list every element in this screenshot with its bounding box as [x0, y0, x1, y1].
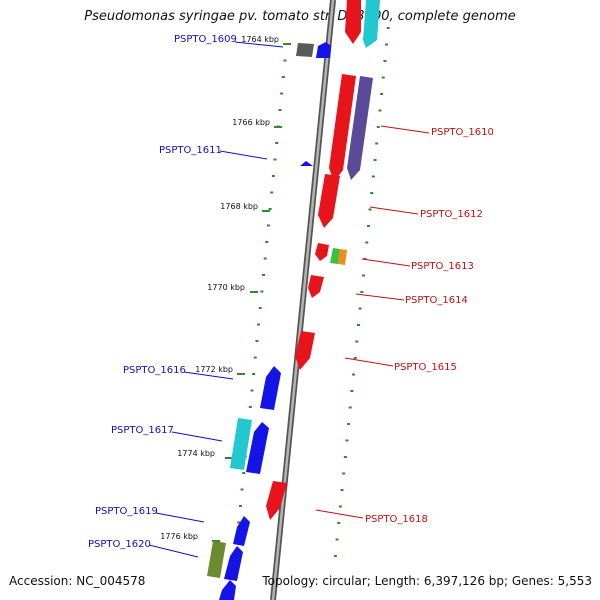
scale-tick-1776: 1776 kbp: [160, 532, 220, 542]
gene-features: [207, 0, 380, 600]
gene-top-cyan[interactable]: [363, 0, 380, 48]
label-leader: [344, 357, 394, 367]
label-leader: [380, 125, 430, 134]
gene-bottom-blue[interactable]: [219, 580, 236, 600]
scale-tick-1770: 1770 kbp: [207, 283, 258, 293]
scale-tick-label: 1764 kbp: [241, 35, 279, 44]
gene-top-red[interactable]: [345, 0, 361, 44]
label-leader: [148, 544, 199, 558]
gene-pspto-1619[interactable]: [233, 516, 250, 546]
gene-pspto-1613-green[interactable]: [330, 248, 340, 264]
gene-label-pspto-1620[interactable]: PSPTO_1620: [88, 539, 151, 550]
gene-pspto-1615[interactable]: [295, 331, 315, 370]
left-gene-labels: PSPTO_1609 PSPTO_1611 PSPTO_1616 PSPTO_1…: [88, 34, 284, 558]
label-leader: [234, 41, 284, 48]
gene-blue-1[interactable]: [316, 42, 331, 58]
gene-label-pspto-1614[interactable]: PSPTO_1614: [405, 295, 468, 306]
scale-tick-label: 1774 kbp: [177, 449, 215, 458]
gene-label-pspto-1611[interactable]: PSPTO_1611: [159, 145, 222, 156]
gene-pspto-1617-blue[interactable]: [246, 422, 269, 474]
gene-pspto-1610b[interactable]: [347, 76, 373, 180]
label-leader: [171, 431, 223, 442]
gene-label-pspto-1613[interactable]: PSPTO_1613: [411, 261, 474, 272]
gene-label-pspto-1612[interactable]: PSPTO_1612: [420, 209, 483, 220]
right-gene-labels: PSPTO_1610 PSPTO_1612 PSPTO_1613 PSPTO_1…: [315, 125, 494, 525]
gene-label-pspto-1609[interactable]: PSPTO_1609: [174, 34, 237, 45]
scale-tick-label: 1772 kbp: [195, 365, 233, 374]
scale-tick-1764: 1764 kbp: [241, 35, 291, 45]
label-leader: [355, 293, 405, 301]
gene-label-pspto-1616[interactable]: PSPTO_1616: [123, 365, 186, 376]
gene-label-pspto-1619[interactable]: PSPTO_1619: [95, 506, 158, 517]
gene-pspto-1613-red[interactable]: [315, 243, 329, 261]
scale-tick-1766: 1766 kbp: [232, 118, 282, 128]
label-leader: [155, 512, 205, 523]
genome-backbone-highlight: [271, 0, 335, 600]
gene-label-pspto-1618[interactable]: PSPTO_1618: [365, 514, 428, 525]
scale-tick-label: 1766 kbp: [232, 118, 270, 127]
scale-tick-1772: 1772 kbp: [195, 365, 245, 375]
gene-pspto-1610a[interactable]: [329, 74, 356, 182]
gene-label-pspto-1610[interactable]: PSPTO_1610: [431, 127, 494, 138]
gene-pspto-1611[interactable]: [300, 161, 313, 166]
accession-text: Accession: NC_004578: [9, 574, 146, 588]
gene-pspto-1612[interactable]: [318, 174, 340, 228]
label-leader: [219, 150, 268, 160]
scale-tick-label: 1776 kbp: [160, 532, 198, 541]
gene-label-pspto-1617[interactable]: PSPTO_1617: [111, 425, 174, 436]
gene-pspto-1617-cyan[interactable]: [230, 418, 252, 470]
gene-label-pspto-1615[interactable]: PSPTO_1615: [394, 362, 457, 373]
gene-pspto-1620-blue[interactable]: [224, 546, 243, 581]
gene-pspto-1616[interactable]: [260, 366, 281, 410]
label-leader: [369, 206, 419, 215]
label-leader: [183, 371, 234, 380]
gene-pspto-1614[interactable]: [308, 275, 324, 298]
gene-pspto-1620-olive[interactable]: [207, 541, 226, 578]
label-leader: [361, 258, 411, 267]
gene-pspto-1618[interactable]: [266, 481, 287, 520]
scale-tick-label: 1770 kbp: [207, 283, 245, 292]
tick-marks: [233, 27, 390, 557]
map-title: Pseudomonas syringae pv. tomato str. DC3…: [84, 9, 516, 24]
topology-text: Topology: circular; Length: 6,397,126 bp…: [262, 574, 592, 588]
scale-tick-1774: 1774 kbp: [177, 449, 233, 459]
gene-pspto-1609[interactable]: [296, 43, 314, 57]
label-leader: [315, 509, 364, 519]
scale-tick-1768: 1768 kbp: [220, 202, 270, 212]
scale-tick-label: 1768 kbp: [220, 202, 258, 211]
gene-pspto-1613-orange[interactable]: [338, 249, 347, 265]
